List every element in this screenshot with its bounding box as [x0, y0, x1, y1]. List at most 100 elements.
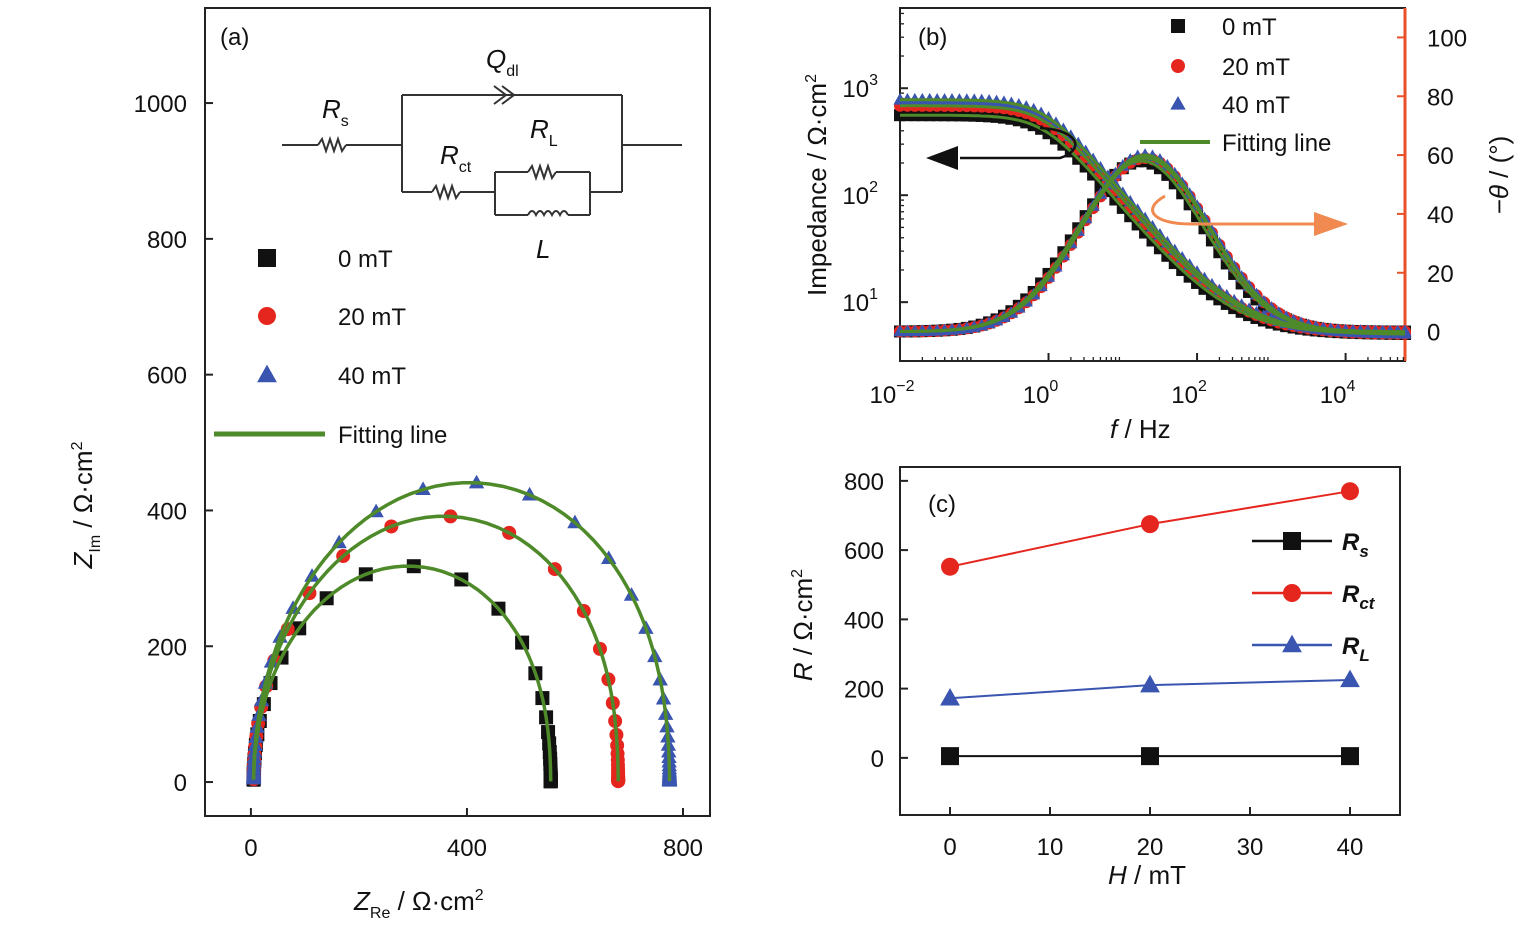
panel-a-frame: [204, 7, 711, 817]
resistance-point: [1340, 669, 1360, 688]
panel-b-y-tick-label: 102: [842, 179, 878, 210]
panel-c-legend: Rs Rct RL: [1252, 529, 1376, 665]
legend-triangle-marker: [1282, 634, 1302, 653]
panel-c-label: (c): [928, 491, 956, 518]
panel-b-x-axis-title: f / Hz: [1110, 414, 1171, 444]
circuit-qdl-label: Qdl: [486, 44, 519, 80]
legend-label: Rct: [1342, 581, 1376, 613]
panel-a-y-tick-label: 1000: [134, 91, 187, 118]
panel-b-phase-tick-label: 20: [1427, 261, 1454, 288]
resistance-point: [941, 557, 959, 576]
panel-b-label: (b): [918, 24, 947, 51]
circuit-rl-label: RL: [530, 114, 558, 150]
bode-modulus-fitting-line: [900, 98, 1405, 336]
legend-circle-marker: [1171, 59, 1185, 73]
panel-c-y-tick-label: 800: [844, 469, 884, 496]
panel-c-data: [940, 482, 1360, 766]
legend-label: Fitting line: [1222, 130, 1331, 157]
panel-c-x-tick-label: 20: [1137, 834, 1164, 861]
legend-label: 0 mT: [1222, 14, 1277, 41]
panel-b-y-axis-title: Impedance / Ω·cm2: [802, 74, 832, 296]
panel-c-x-axis-title: H / mT: [1108, 860, 1186, 890]
panel-b-x-tick-label: 104: [1320, 378, 1356, 409]
panel-b-phase-tick-label: 60: [1427, 143, 1454, 170]
panel-c-y-tick-label: 400: [844, 607, 884, 634]
panel-c-y-axis-title: R / Ω·cm2: [788, 569, 818, 681]
legend-label: Fitting line: [338, 422, 447, 449]
legend-square-marker: [1171, 19, 1185, 33]
cpe-qdl-symbol: [493, 85, 516, 105]
panel-b-phase-axis-title: −θ / (°): [1484, 136, 1514, 215]
circuit-rs-label: Rs: [322, 94, 349, 130]
panel-b-x-tick-label: 100: [1023, 378, 1059, 409]
panel-a-y-axis-title: ZIm / Ω·cm2: [68, 441, 104, 569]
panel-c: (c) 0 10 20 30 40 0 200 400 600 800 Rs Rct RL H / …: [788, 466, 1401, 890]
legend-label: 40 mT: [338, 363, 406, 390]
panel-c-x-tick-label: 40: [1337, 834, 1364, 861]
panel-b-phase-tick-label: 100: [1427, 25, 1467, 52]
panel-b-frame: [899, 7, 1406, 362]
nyquist-fitting-line: [251, 480, 672, 782]
panel-b-x-ticks: 10−2 100 102 104: [870, 353, 1405, 409]
panel-b-y-ticks: 101 102 103: [842, 12, 908, 317]
panel-b-legend: 0 mT 20 mT 40 mT Fitting line: [1140, 14, 1331, 157]
panel-a-label: (a): [220, 24, 249, 51]
resistance-point: [1141, 747, 1159, 766]
panel-b-phase-tick-label: 40: [1427, 202, 1454, 229]
panel-a-x-tick-label: 400: [447, 835, 487, 862]
panel-c-y-tick-label: 0: [871, 746, 884, 773]
panel-b-phase-ticks: 0 20 40 60 80 100: [1397, 25, 1467, 347]
panel-a-y-tick-label: 0: [174, 770, 187, 797]
legend-label: Rs: [1342, 529, 1369, 561]
panel-a: (a) 0 400 800 0 200 400 600 800 1000 Rs: [68, 7, 711, 922]
panel-a-x-axis-title: ZRe / Ω·cm2: [353, 886, 484, 922]
nyquist-fitting-line: [251, 514, 620, 782]
legend-circle-marker: [258, 307, 276, 325]
panel-a-y-ticks: 0 200 400 600 800 1000: [134, 91, 213, 797]
legend-label: 20 mT: [1222, 54, 1290, 81]
panel-b-y-tick-label: 103: [842, 72, 878, 103]
panel-c-x-tick-label: 10: [1037, 834, 1064, 861]
resistance-point: [1341, 482, 1359, 501]
panel-a-x-tick-label: 800: [663, 835, 703, 862]
legend-triangle-marker: [1170, 95, 1186, 110]
panel-c-x-ticks: 0 10 20 30 40: [943, 807, 1363, 861]
inductor-l-symbol: [527, 210, 569, 218]
panel-a-y-tick-label: 400: [147, 498, 187, 525]
panel-b-phase-tick-label: 80: [1427, 84, 1454, 111]
panel-a-data: [245, 474, 678, 789]
nyquist-point: [611, 774, 626, 789]
circuit-l-label: L: [536, 234, 550, 264]
phase-axis-arrow: [1151, 194, 1348, 236]
panel-b-data: [893, 92, 1412, 340]
panel-a-x-ticks: 0 400 800: [244, 808, 703, 862]
resistance-point: [1341, 747, 1359, 766]
panel-a-legend: 0 mT 20 mT 40 mT Fitting line: [214, 246, 447, 449]
legend-triangle-marker: [257, 364, 277, 383]
panel-c-y-tick-label: 200: [844, 677, 884, 704]
panel-c-y-tick-label: 600: [844, 538, 884, 565]
legend-square-marker: [1283, 532, 1301, 550]
panel-a-x-tick-label: 0: [244, 835, 257, 862]
resistor-rs-symbol: [317, 135, 347, 155]
bode-phase-fitting-line: [900, 153, 1405, 333]
panel-a-y-tick-label: 600: [147, 363, 187, 390]
resistor-rl-symbol: [527, 162, 557, 182]
circuit-rct-label: Rct: [440, 140, 472, 176]
panel-a-y-tick-label: 200: [147, 634, 187, 661]
panel-c-y-ticks: 0 200 400 600 800: [844, 469, 908, 773]
panel-b: (b) 10−2 100 102 104 101 102 103 0 20 40 60 80 100…: [802, 7, 1514, 444]
resistance-point: [1140, 674, 1160, 693]
legend-label: RL: [1342, 633, 1370, 665]
resistor-rct-symbol: [431, 182, 461, 202]
panel-c-x-tick-label: 30: [1237, 834, 1264, 861]
panel-b-phase-tick-label: 0: [1427, 320, 1440, 347]
legend-circle-marker: [1283, 584, 1301, 602]
panel-c-x-tick-label: 0: [943, 834, 956, 861]
legend-label: 20 mT: [338, 304, 406, 331]
panel-b-y-tick-label: 101: [842, 286, 878, 317]
modulus-axis-arrow: [926, 126, 1077, 170]
legend-square-marker: [258, 249, 276, 267]
equivalent-circuit: [282, 85, 682, 218]
